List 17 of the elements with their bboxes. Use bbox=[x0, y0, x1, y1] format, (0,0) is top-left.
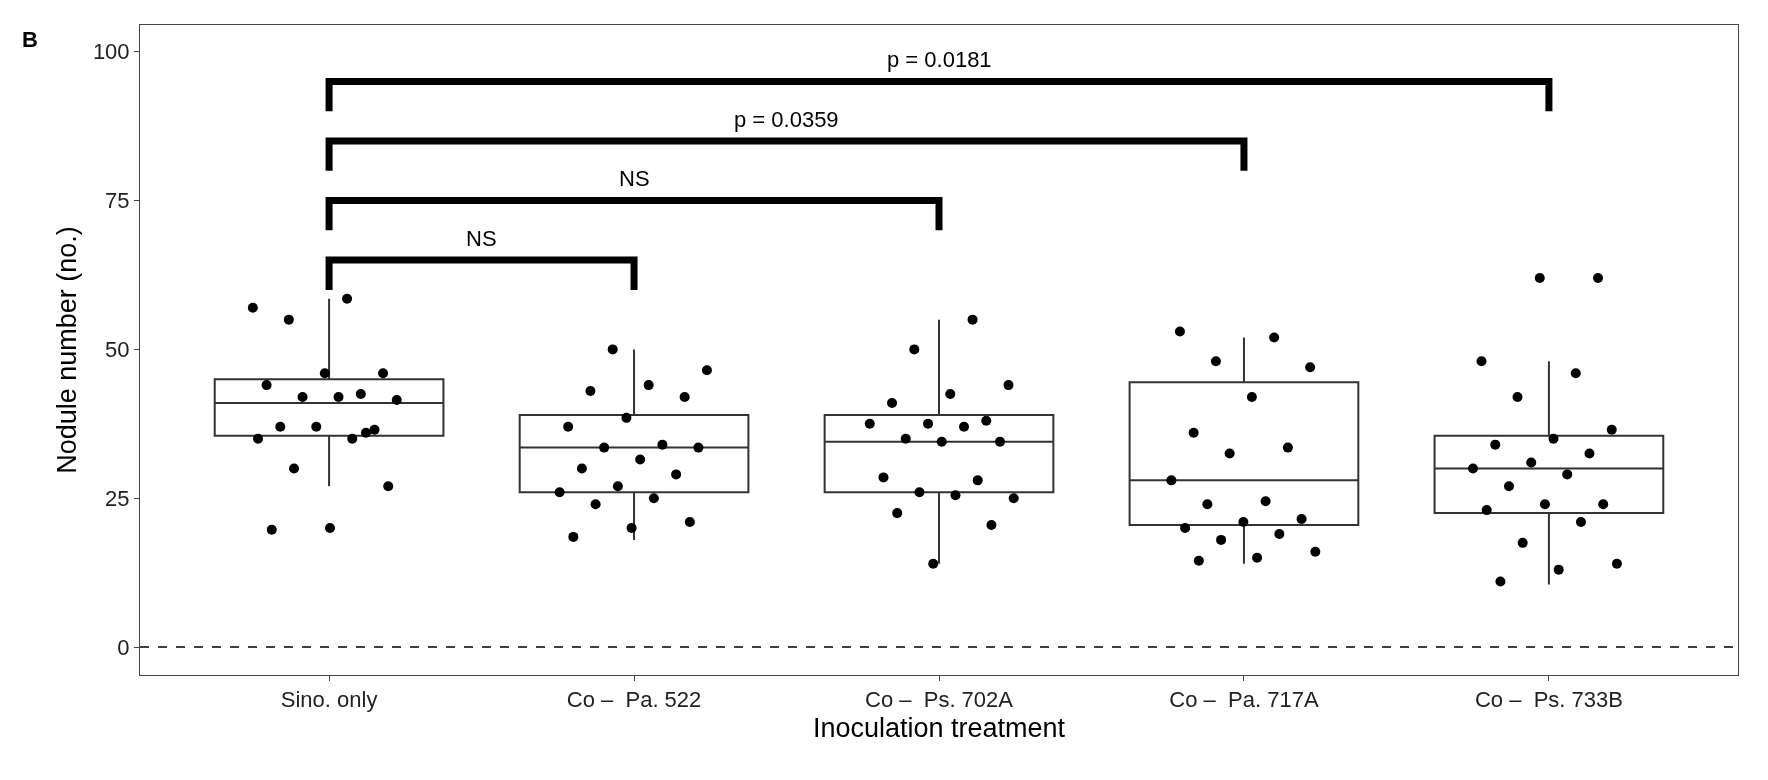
x-tick-label: Sino. only bbox=[280, 687, 378, 713]
y-tick-label: 0 bbox=[117, 634, 130, 660]
annotation: p = 0.0359 bbox=[734, 107, 839, 132]
x-tick-label: Co – Pa. 522 bbox=[566, 687, 702, 713]
y-tick-label: 75 bbox=[105, 188, 130, 214]
text: B bbox=[22, 27, 38, 52]
x-tick-label: Co – Ps. 733B bbox=[1474, 687, 1623, 713]
x-tick-label: Co – Ps. 702A bbox=[865, 687, 1014, 713]
x-axis-title: Inoculation treatment bbox=[812, 712, 1066, 743]
annotation: NS bbox=[466, 226, 497, 251]
x-tick-label: Co – Pa. 717A bbox=[1169, 687, 1319, 713]
y-tick-label: 25 bbox=[105, 485, 130, 511]
y-tick-label: 50 bbox=[105, 337, 130, 363]
annotation: p = 0.0181 bbox=[887, 47, 992, 72]
annotation: NS bbox=[619, 166, 650, 191]
y-tick-label: 100 bbox=[92, 39, 130, 65]
y-axis-title: Nodule number (no.) bbox=[51, 226, 82, 474]
